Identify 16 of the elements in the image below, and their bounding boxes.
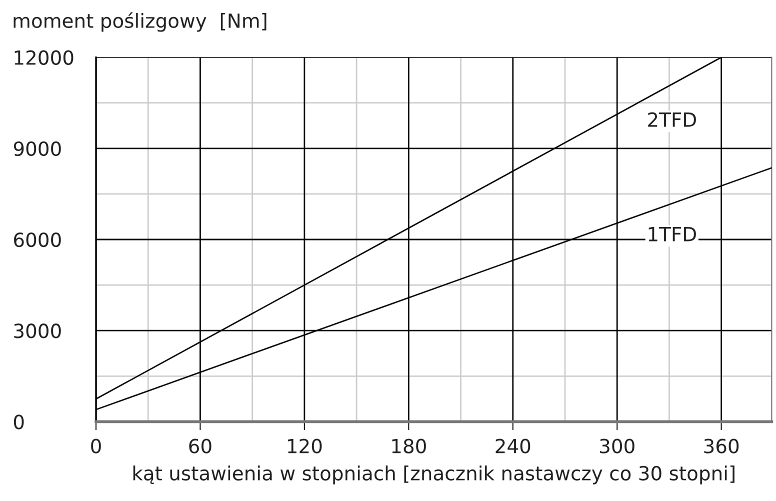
y-tick-label: 6000 [14, 232, 61, 248]
y-axis-title: moment poślizgowy [Nm] [14, 12, 266, 32]
x-tick-label: 60 [189, 438, 212, 454]
x-axis-title: kąt ustawienia w stopniach [znacznik nastawczy co 30 stopni] [133, 466, 734, 484]
x-tick-label: 240 [496, 438, 530, 454]
series-label: 1TFD [648, 227, 696, 242]
y-tick-label: 0 [14, 414, 24, 430]
x-tick-label: 360 [704, 438, 739, 454]
x-tick-label: 300 [600, 438, 634, 454]
x-tick-label: 180 [392, 438, 426, 454]
y-tick-label: 3000 [14, 324, 61, 338]
y-tick-label: 12000 [14, 50, 74, 65]
x-tick-label: 120 [288, 438, 322, 454]
x-tick-label: 0 [91, 438, 101, 454]
y-tick-label: 9000 [14, 141, 61, 156]
series-label: 2TFD [648, 112, 696, 127]
